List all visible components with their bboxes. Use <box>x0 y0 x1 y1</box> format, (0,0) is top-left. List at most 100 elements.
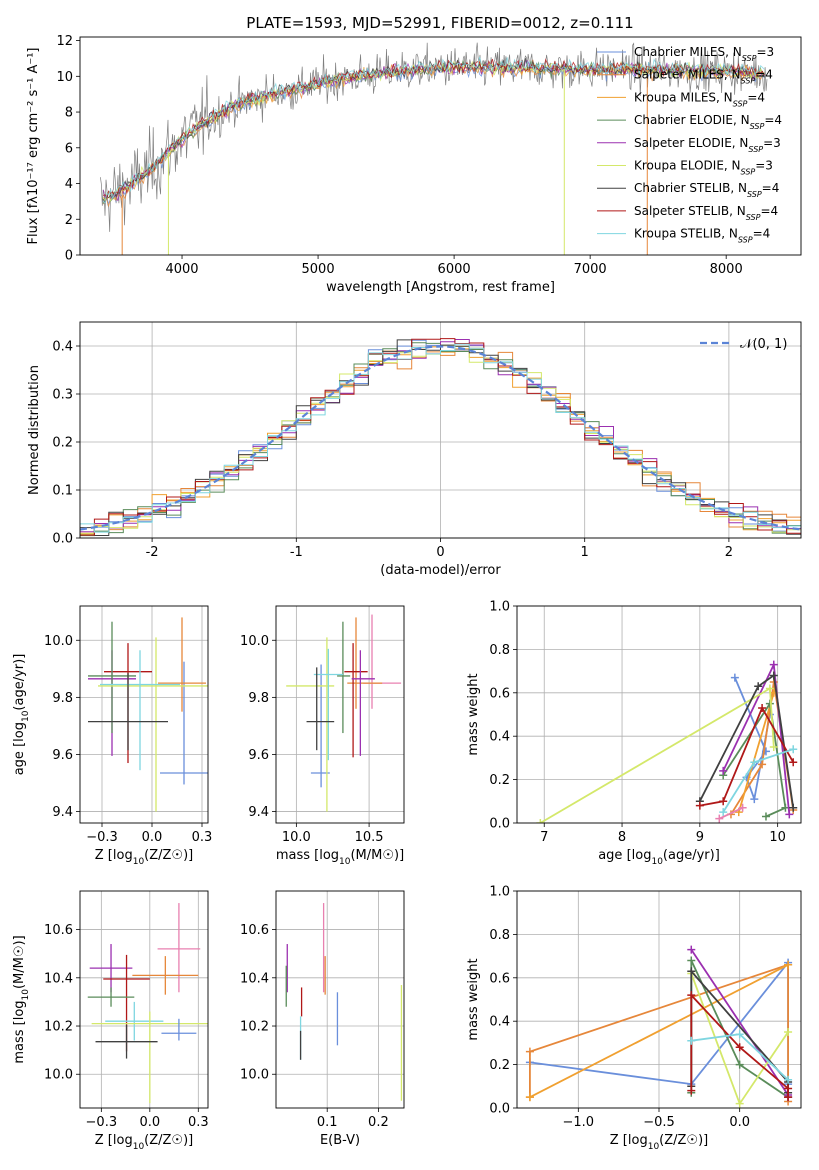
weight-marker <box>784 1093 793 1102</box>
model-line <box>102 60 765 202</box>
x-tick-label: 0.0 <box>139 1115 160 1130</box>
y-tick-label: 6 <box>65 141 73 156</box>
y-tick-label: 10.6 <box>44 923 73 938</box>
y-tick-label: 9.8 <box>248 691 269 706</box>
legend-entry: Kroupa MILES, NSSP=4 <box>634 90 765 108</box>
weight-marker <box>750 758 759 767</box>
x-axis-label: age [log10(age/yr)] <box>598 848 720 867</box>
plot-area <box>525 945 793 1108</box>
weight-marker <box>687 945 696 954</box>
x-tick-label: 6000 <box>438 262 471 277</box>
weight-marker <box>730 673 739 682</box>
x-axis-label: wavelength [Angstrom, rest frame] <box>326 280 555 295</box>
x-tick-label: 1 <box>581 545 589 560</box>
y-tick-label: 10 <box>56 70 73 85</box>
y-tick-label: 0.4 <box>52 340 73 355</box>
weight-marker <box>785 810 794 819</box>
y-tick-label: 9.8 <box>52 691 73 706</box>
weight-marker <box>687 956 696 965</box>
plot-area <box>536 660 798 823</box>
axes-frame <box>275 890 405 1109</box>
x-tick-label: −1.0 <box>563 1115 595 1130</box>
legend-entry: Chabrier STELIB, NSSP=4 <box>634 181 779 199</box>
histogram-series <box>80 343 801 538</box>
weight-line <box>737 692 775 813</box>
legend-entry: Salpeter MILES, NSSP=4 <box>634 68 773 86</box>
y-tick-label: 4 <box>65 177 73 192</box>
y-tick-label: 0.2 <box>489 773 510 788</box>
y-tick-label: 12 <box>56 34 73 49</box>
weight-marker <box>750 795 759 804</box>
x-tick-label: 0.1 <box>317 1115 338 1130</box>
weight-marker <box>687 1086 696 1095</box>
chart-mass_vs_EBV: 0.1 0.2 10.0 10.2 10.4 10.6 E(B-V) <box>240 890 405 1148</box>
x-axis-label: Z [log10(Z/Z☉)] <box>95 1133 193 1152</box>
y-tick-label: 0.3 <box>52 388 73 403</box>
axes-frame <box>79 321 802 539</box>
y-tick-label: 10.6 <box>240 923 269 938</box>
y-tick-label: 9.4 <box>52 805 73 820</box>
y-tick-label: 0.0 <box>489 1102 510 1117</box>
weight-line <box>699 705 794 807</box>
y-tick-label: 0.2 <box>489 1058 510 1073</box>
y-tick-label: 0.2 <box>52 436 73 451</box>
x-tick-label: -2 <box>146 545 159 560</box>
y-tick-label: 1.0 <box>489 600 510 615</box>
weight-marker <box>784 1028 793 1037</box>
x-tick-label: 0 <box>436 545 444 560</box>
y-tick-label: 0.4 <box>489 1015 510 1030</box>
x-tick-label: −0.5 <box>643 1115 675 1130</box>
legend: 𝒩(0, 1) <box>700 337 787 352</box>
weight-marker <box>735 1043 744 1052</box>
y-tick-label: 10.0 <box>44 1068 73 1083</box>
y-tick-label: 0.0 <box>489 817 510 832</box>
y-tick-label: 0.8 <box>489 928 510 943</box>
weight-marker <box>784 1084 793 1093</box>
weight-marker <box>789 758 798 767</box>
axes-frame <box>79 36 802 256</box>
y-tick-label: 0.4 <box>489 730 510 745</box>
weight-marker <box>769 743 778 752</box>
legend-entry: Salpeter STELIB, NSSP=4 <box>634 204 778 222</box>
model-line <box>102 60 765 202</box>
x-tick-label: 5000 <box>302 262 335 277</box>
chart-residuals: -2 -1 0 1 2 0.0 0.1 0.2 0.3 0.4 (data-model)/error… <box>27 321 802 578</box>
y-tick-label: 0.1 <box>52 484 73 499</box>
weight-marker <box>765 684 774 693</box>
x-tick-label: 9 <box>696 830 704 845</box>
y-tick-label: 0.6 <box>489 686 510 701</box>
weight-marker <box>525 1093 534 1102</box>
legend-entry: Chabrier ELODIE, NSSP=4 <box>634 113 782 131</box>
axes-frame <box>516 605 802 824</box>
spectrum-data-line <box>100 42 768 232</box>
x-tick-label: 2 <box>725 545 733 560</box>
y-tick-label: 0 <box>65 249 73 264</box>
y-tick-label: 0.0 <box>52 532 73 547</box>
axes-frame <box>516 890 802 1109</box>
weight-marker <box>687 1036 696 1045</box>
legend-entry: Salpeter ELODIE, NSSP=3 <box>634 136 781 154</box>
chart-mass_vs_Z: −0.3 0.0 0.3 10.0 10.2 10.4 10.6 Z [log10(Z/Z☉)… <box>12 890 209 1152</box>
weight-marker <box>687 967 696 976</box>
x-tick-label: 0.0 <box>142 830 163 845</box>
legend: Chabrier MILES, NSSP=3 Salpeter MILES, NS… <box>597 45 782 244</box>
y-tick-label: 10.0 <box>240 1068 269 1083</box>
legend-entry: Kroupa STELIB, NSSP=4 <box>634 227 770 245</box>
y-tick-label: 2 <box>65 213 73 228</box>
y-tick-label: 1.0 <box>489 885 510 900</box>
x-axis-label: Z [log10(Z/Z☉)] <box>610 1133 708 1152</box>
y-axis-label: mass weight <box>466 673 481 755</box>
model-line <box>102 62 765 201</box>
plot-area <box>87 903 208 1104</box>
weight-marker <box>789 803 798 812</box>
weight-marker <box>715 814 724 823</box>
legend-entry: 𝒩(0, 1) <box>740 337 787 352</box>
weight-marker <box>719 797 728 806</box>
weight-line <box>529 963 789 1099</box>
y-axis-label: age [log10(age/yr)] <box>12 654 31 776</box>
y-tick-label: 0.8 <box>489 643 510 658</box>
x-tick-label: 10.5 <box>355 830 384 845</box>
x-tick-label: 7000 <box>574 262 607 277</box>
weight-marker <box>525 1047 534 1056</box>
x-tick-label: −0.3 <box>86 1115 118 1130</box>
